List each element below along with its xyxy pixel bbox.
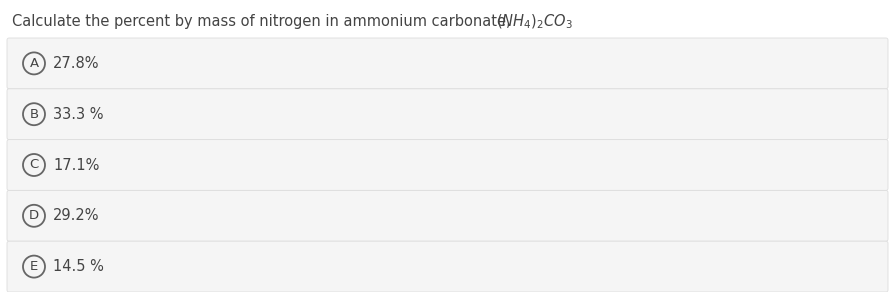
Text: Calculate the percent by mass of nitrogen in ammonium carbonate,: Calculate the percent by mass of nitroge… <box>12 14 510 29</box>
FancyBboxPatch shape <box>7 140 887 190</box>
Text: B: B <box>30 108 38 121</box>
Text: C: C <box>30 159 38 171</box>
FancyBboxPatch shape <box>7 241 887 292</box>
Text: A: A <box>30 57 38 70</box>
Text: 14.5 %: 14.5 % <box>53 259 104 274</box>
Text: E: E <box>30 260 38 273</box>
Text: 33.3 %: 33.3 % <box>53 107 104 122</box>
Text: D: D <box>29 209 39 222</box>
FancyBboxPatch shape <box>7 89 887 140</box>
FancyBboxPatch shape <box>7 190 887 241</box>
Text: 29.2%: 29.2% <box>53 208 99 223</box>
FancyBboxPatch shape <box>7 38 887 89</box>
Text: 27.8%: 27.8% <box>53 56 99 71</box>
Text: 17.1%: 17.1% <box>53 157 99 173</box>
Text: $(NH_4)_2CO_3$: $(NH_4)_2CO_3$ <box>495 13 572 31</box>
